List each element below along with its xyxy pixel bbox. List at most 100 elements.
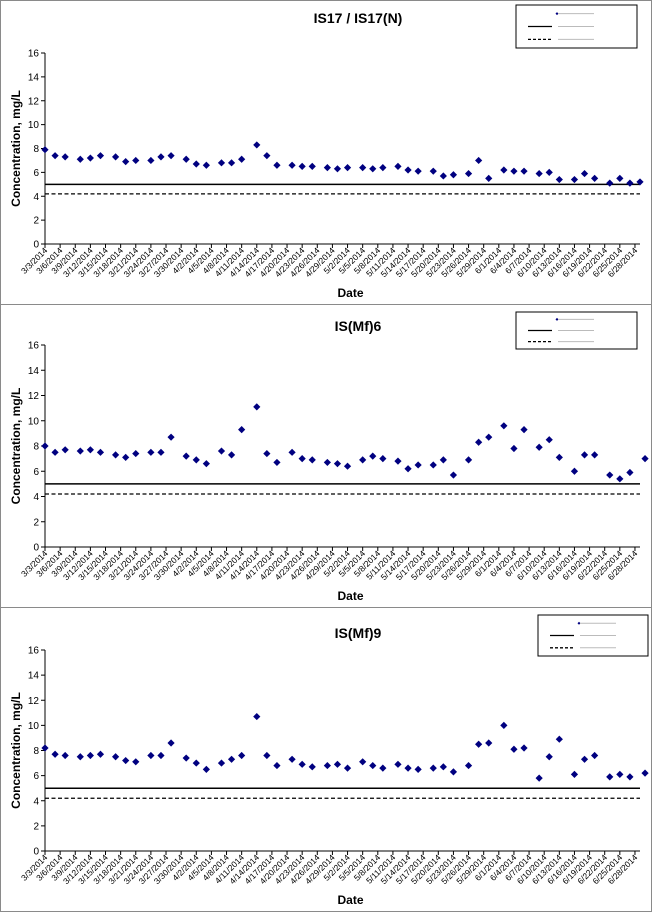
chart-2-data-point (238, 751, 246, 760)
chart-2-data-point (464, 761, 473, 770)
chart-2-y-tick-label: 16 (28, 646, 40, 657)
chart-1-data-point (111, 451, 120, 459)
chart-2-data-point (298, 760, 306, 768)
chart-1-data-point (61, 446, 69, 454)
chart-0-data-point (343, 164, 352, 172)
chart-2-data-point (51, 750, 59, 758)
chart-2-data-point (202, 765, 210, 773)
chart-0-data-point (580, 169, 589, 178)
chart-1-data-point (167, 433, 175, 441)
chart-1-data-point (217, 447, 226, 455)
chart-1-x-axis-title: Date (337, 589, 363, 603)
chart-1-data-point (182, 452, 190, 460)
chart-0-data-point (359, 164, 367, 172)
chart-0-data-point (263, 152, 271, 160)
chart-0-data-point (545, 168, 553, 176)
chart-2-data-point (167, 739, 175, 747)
chart-2-data-point (626, 773, 634, 781)
chart-2-data-point (394, 760, 402, 768)
chart-0-y-axis-title: Concentration, mg/L (9, 90, 23, 207)
chart-1-data-point (227, 451, 236, 459)
chart-0-data-point (41, 146, 49, 154)
chart-1-data-point (555, 453, 563, 461)
chart-0-data-point (520, 167, 528, 175)
chart-0-data-point (96, 152, 105, 160)
chart-0-y-tick-label: 10 (28, 120, 40, 131)
chart-is17: IS17 / IS17(N)02468101214163/3/20143/6/2… (9, 4, 644, 300)
chart-0-y-tick-label: 0 (33, 240, 39, 251)
chart-1-data-point (394, 457, 402, 465)
legend-marker-icon (555, 317, 559, 321)
chart-2-data-point (475, 740, 483, 748)
chart-1-data-point (333, 460, 342, 468)
chart-1-data-point (606, 471, 614, 479)
chart-2-data-point (591, 751, 599, 760)
chart-0-data-point (76, 155, 84, 163)
chart-0-data-point (111, 153, 120, 161)
chart-1-data-point (41, 442, 49, 450)
chart-1-data-point (626, 468, 634, 477)
chart-2-data-point (61, 751, 69, 760)
chart-1-y-tick-label: 10 (28, 416, 40, 427)
chart-1-y-tick-label: 4 (33, 492, 39, 503)
chart-0-data-point (86, 154, 94, 162)
legend-marker-icon (555, 12, 559, 16)
chart-1-data-point (76, 447, 84, 455)
chart-2-data-point (439, 763, 447, 771)
chart-1-data-point (157, 448, 165, 456)
chart-1-data-point (132, 449, 140, 458)
chart-1-data-point (641, 455, 649, 463)
chart-2-y-tick-label: 12 (28, 696, 40, 707)
chart-2-data-point (580, 755, 589, 763)
chart-2-data-point (343, 764, 352, 772)
chart-1-data-point (414, 461, 422, 469)
chart-2-data-point (616, 770, 624, 778)
chart-2-data-point (414, 765, 422, 773)
chart-2-data-point (182, 754, 190, 762)
panel-separator (0, 607, 652, 608)
chart-0-data-point (61, 153, 69, 161)
chart-1-data-point (520, 425, 528, 434)
chart-2-x-axis-title: Date (337, 893, 363, 907)
chart-1-data-point (429, 461, 437, 469)
chart-0-y-tick-label: 8 (33, 144, 39, 155)
chart-2-data-point (76, 753, 84, 761)
chart-1-data-point (475, 438, 483, 446)
chart-0-data-point (404, 166, 412, 174)
legend-marker-icon (577, 621, 581, 625)
panel-separator (0, 304, 652, 305)
chart-2-data-point (308, 763, 316, 771)
chart-2-data-point (606, 773, 614, 781)
chart-0-data-point (510, 167, 518, 175)
chart-0-data-point (449, 171, 458, 179)
chart-1-data-point (263, 449, 271, 458)
chart-1-y-axis-title: Concentration, mg/L (9, 388, 23, 505)
chart-2-data-point (192, 759, 200, 767)
chart-2-data-point (147, 751, 155, 760)
chart-1-data-point (535, 443, 543, 451)
chart-1-y-tick-label: 2 (33, 517, 39, 528)
chart-1-data-point (616, 475, 624, 483)
chart-is-mf6: IS(Mf)602468101214163/3/20143/6/20143/9/… (9, 311, 649, 603)
chart-0-data-point (227, 159, 236, 167)
chart-0-data-point (414, 167, 422, 175)
chart-0-data-point (298, 162, 306, 171)
chart-0-data-point (535, 169, 543, 178)
chart-0-data-point (636, 178, 644, 186)
chart-0-data-point (606, 179, 614, 187)
chart-1-data-point (580, 451, 589, 459)
chart-0-data-point (253, 141, 261, 149)
chart-2-y-tick-label: 0 (33, 847, 39, 858)
chart-0-y-tick-label: 12 (28, 96, 40, 107)
chart-1-data-point (298, 455, 306, 463)
chart-1-y-tick-label: 0 (33, 543, 39, 554)
chart-1-data-point (464, 456, 473, 464)
chart-0-data-point (167, 152, 175, 160)
chart-2-data-point (404, 764, 412, 772)
chart-1-y-tick-label: 8 (33, 442, 39, 453)
chart-1-data-point (545, 436, 553, 444)
chart-1-data-point (323, 458, 331, 467)
chart-1-data-point (253, 403, 261, 411)
chart-0-data-point (51, 152, 59, 160)
chart-2-data-point (379, 764, 387, 772)
